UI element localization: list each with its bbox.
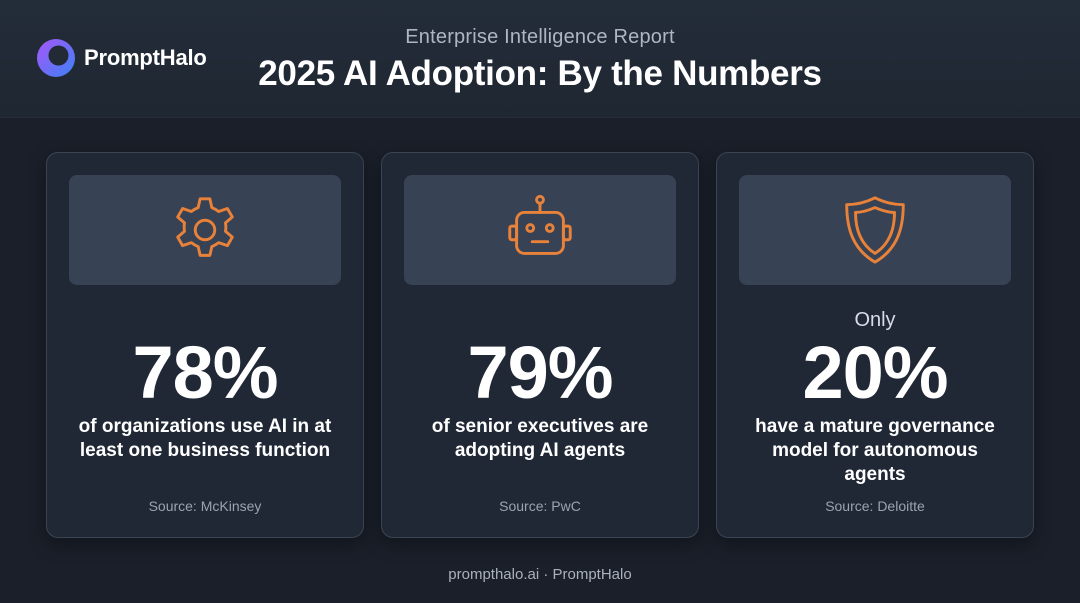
halo-ring-icon	[37, 39, 75, 77]
stat-card-deloitte: Only 20% have a mature governance model …	[716, 152, 1034, 538]
shield-icon	[845, 196, 905, 264]
stat-value: 79%	[467, 331, 613, 414]
icon-panel	[404, 175, 676, 285]
icon-panel	[739, 175, 1011, 285]
stat-card-mckinsey: 78% of organizations use AI in at least …	[46, 152, 364, 538]
stat-description: of organizations use AI in at least one …	[78, 416, 332, 461]
stat-prefix: Only	[854, 309, 896, 331]
stat-source: Source: PwC	[499, 498, 581, 514]
icon-panel	[69, 175, 341, 285]
header: PromptHalo Enterprise Intelligence Repor…	[0, 0, 1080, 118]
stat-description: have a mature governance model for auton…	[755, 416, 995, 485]
report-subtitle: Enterprise Intelligence Report	[405, 26, 675, 48]
stat-source: Source: McKinsey	[148, 498, 262, 514]
stat-value: 20%	[802, 331, 948, 414]
footer: prompthalo.ai · PromptHalo	[448, 566, 632, 583]
stat-description: of senior executives are adopting AI age…	[431, 416, 649, 461]
stat-value: 78%	[132, 331, 278, 414]
brand-name: PromptHalo	[84, 45, 207, 70]
stat-card-pwc: 79% of senior executives are adopting AI…	[381, 152, 699, 538]
page-title: 2025 AI Adoption: By the Numbers	[258, 54, 822, 93]
robot-icon	[508, 194, 572, 255]
gear-icon	[176, 197, 234, 257]
brand-logo[interactable]: PromptHalo	[36, 38, 207, 78]
stat-source: Source: Deloitte	[825, 498, 925, 514]
